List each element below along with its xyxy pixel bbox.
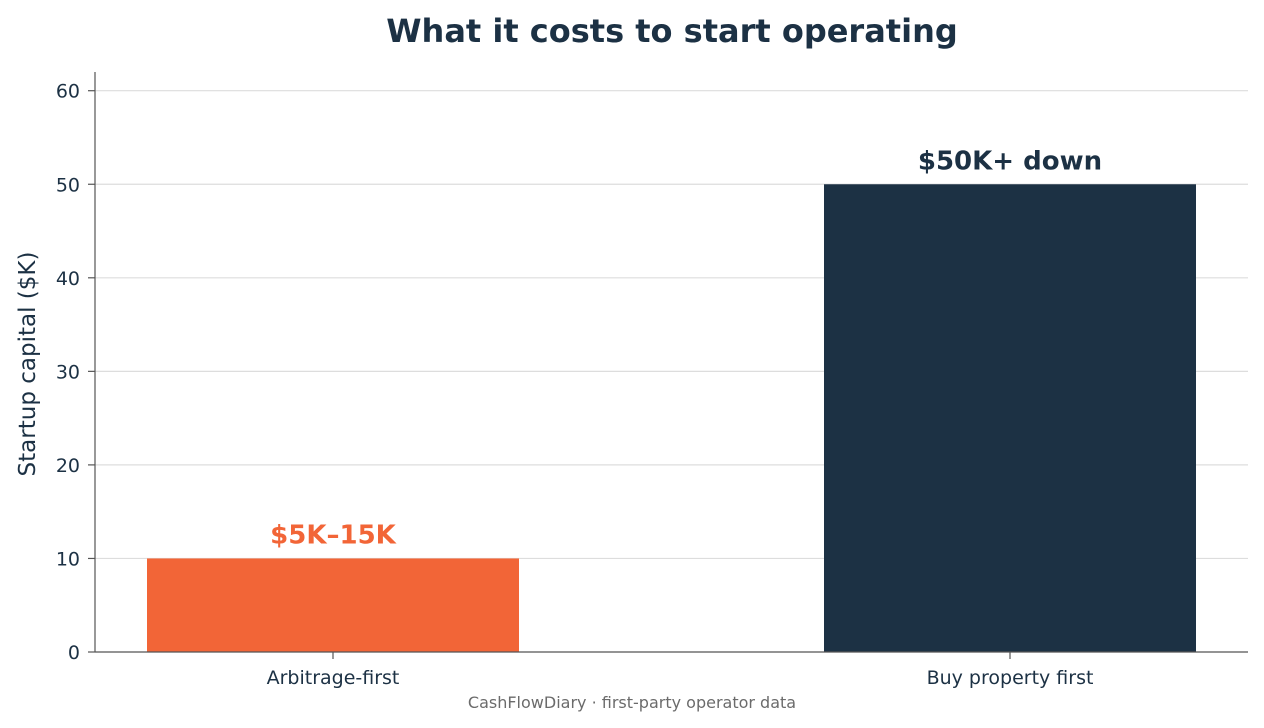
y-tick-label: 20 (56, 455, 80, 477)
x-tick-label: Arbitrage-first (267, 667, 400, 689)
y-tick-label: 60 (56, 81, 80, 103)
y-axis-label: Startup capital ($K) (15, 252, 41, 477)
x-ticks: Arbitrage-first Buy property first (267, 652, 1094, 689)
y-tick-label: 0 (68, 642, 80, 664)
bar-data-label: $5K–15K (270, 520, 397, 550)
chart-title: What it costs to start operating (386, 12, 958, 50)
y-tick-label: 50 (56, 174, 80, 196)
data-labels: $5K–15K $50K+ down (270, 146, 1102, 550)
y-tick-label: 10 (56, 548, 80, 570)
bar (147, 558, 519, 652)
bars (147, 184, 1196, 653)
bar-data-label: $50K+ down (918, 146, 1102, 176)
y-tick-label: 30 (56, 361, 80, 383)
bar (824, 184, 1196, 653)
x-tick-label: Buy property first (927, 667, 1094, 689)
y-ticks: 0 10 20 30 40 50 60 (56, 81, 95, 664)
source-note: CashFlowDiary · first-party operator dat… (468, 693, 796, 712)
y-tick-label: 40 (56, 268, 80, 290)
